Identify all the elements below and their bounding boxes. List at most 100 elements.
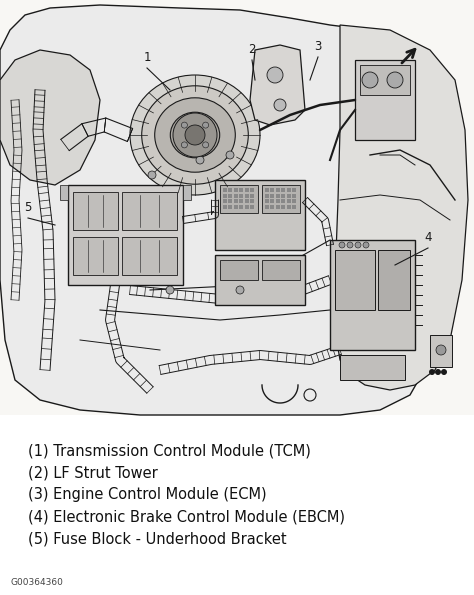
Bar [245, 205, 249, 208]
Text: 1: 1 [143, 51, 151, 64]
Circle shape [429, 369, 435, 375]
Bar [234, 193, 238, 198]
Bar [223, 205, 227, 208]
Text: 5: 5 [24, 201, 32, 214]
Circle shape [166, 286, 174, 294]
Bar [330, 240, 415, 350]
Circle shape [202, 122, 209, 128]
Bar [239, 199, 244, 203]
Circle shape [182, 122, 187, 128]
Polygon shape [335, 25, 468, 390]
Bar [239, 205, 244, 208]
Bar [245, 199, 249, 203]
Circle shape [196, 156, 204, 164]
Bar [340, 355, 405, 380]
Text: 2: 2 [248, 43, 256, 56]
Circle shape [363, 242, 369, 248]
Bar [239, 193, 244, 198]
Bar [282, 199, 285, 203]
Bar [292, 205, 297, 208]
Text: (5) Fuse Block - Underhood Bracket: (5) Fuse Block - Underhood Bracket [28, 531, 287, 546]
Text: (4) Electronic Brake Control Module (EBCM): (4) Electronic Brake Control Module (EBC… [28, 509, 345, 524]
Circle shape [362, 72, 378, 88]
Bar [287, 188, 291, 192]
Text: 3: 3 [314, 40, 322, 53]
Ellipse shape [130, 75, 260, 195]
Bar [228, 199, 233, 203]
Bar [73, 237, 118, 275]
Circle shape [173, 113, 217, 157]
Circle shape [236, 286, 244, 294]
Bar [276, 188, 280, 192]
Bar [265, 193, 269, 198]
Circle shape [202, 142, 209, 148]
Circle shape [267, 67, 283, 83]
Bar [245, 193, 249, 198]
Ellipse shape [170, 112, 220, 158]
Bar [239, 188, 244, 192]
Text: (1) Transmission Control Module (TCM): (1) Transmission Control Module (TCM) [28, 443, 311, 458]
Bar [355, 60, 415, 140]
Text: G00364360: G00364360 [10, 578, 63, 587]
Bar [292, 188, 297, 192]
Bar [245, 188, 249, 192]
Bar [223, 193, 227, 198]
Bar [215, 255, 305, 305]
Circle shape [185, 125, 205, 145]
Bar [360, 65, 410, 95]
Bar [234, 205, 238, 208]
Bar [234, 199, 238, 203]
Circle shape [347, 242, 353, 248]
Text: (2) LF Strut Tower: (2) LF Strut Tower [28, 465, 158, 480]
Polygon shape [0, 50, 100, 185]
Bar [271, 193, 274, 198]
Bar [282, 193, 285, 198]
Bar [265, 188, 269, 192]
Bar [250, 188, 255, 192]
Bar [215, 180, 305, 250]
Bar [276, 193, 280, 198]
Ellipse shape [142, 86, 248, 184]
Bar [271, 205, 274, 208]
Bar [287, 205, 291, 208]
Bar [228, 193, 233, 198]
Bar [265, 199, 269, 203]
Circle shape [182, 142, 187, 148]
Bar [0, 0, 474, 415]
Bar [183, 185, 191, 200]
Bar [430, 335, 452, 367]
Bar [220, 260, 258, 280]
Bar [282, 188, 285, 192]
Bar [265, 205, 269, 208]
Circle shape [387, 72, 403, 88]
Bar [287, 199, 291, 203]
Bar [68, 185, 183, 285]
Bar [122, 237, 177, 275]
Bar [250, 193, 255, 198]
Bar [234, 188, 238, 192]
Circle shape [436, 345, 446, 355]
Bar [250, 199, 255, 203]
Bar [228, 188, 233, 192]
Bar [122, 192, 177, 230]
Bar [276, 205, 280, 208]
Polygon shape [0, 5, 445, 415]
Bar [287, 193, 291, 198]
Circle shape [274, 99, 286, 111]
Circle shape [226, 151, 234, 159]
Bar [276, 199, 280, 203]
Bar [73, 192, 118, 230]
Circle shape [339, 242, 345, 248]
Circle shape [441, 369, 447, 375]
Bar [378, 250, 410, 310]
Bar [250, 205, 255, 208]
Bar [292, 193, 297, 198]
Bar [262, 185, 300, 213]
Circle shape [148, 171, 156, 179]
Circle shape [355, 242, 361, 248]
Bar [262, 260, 300, 280]
Circle shape [435, 369, 441, 375]
Bar [228, 205, 233, 208]
Text: (3) Engine Control Module (ECM): (3) Engine Control Module (ECM) [28, 487, 266, 502]
Bar [271, 188, 274, 192]
